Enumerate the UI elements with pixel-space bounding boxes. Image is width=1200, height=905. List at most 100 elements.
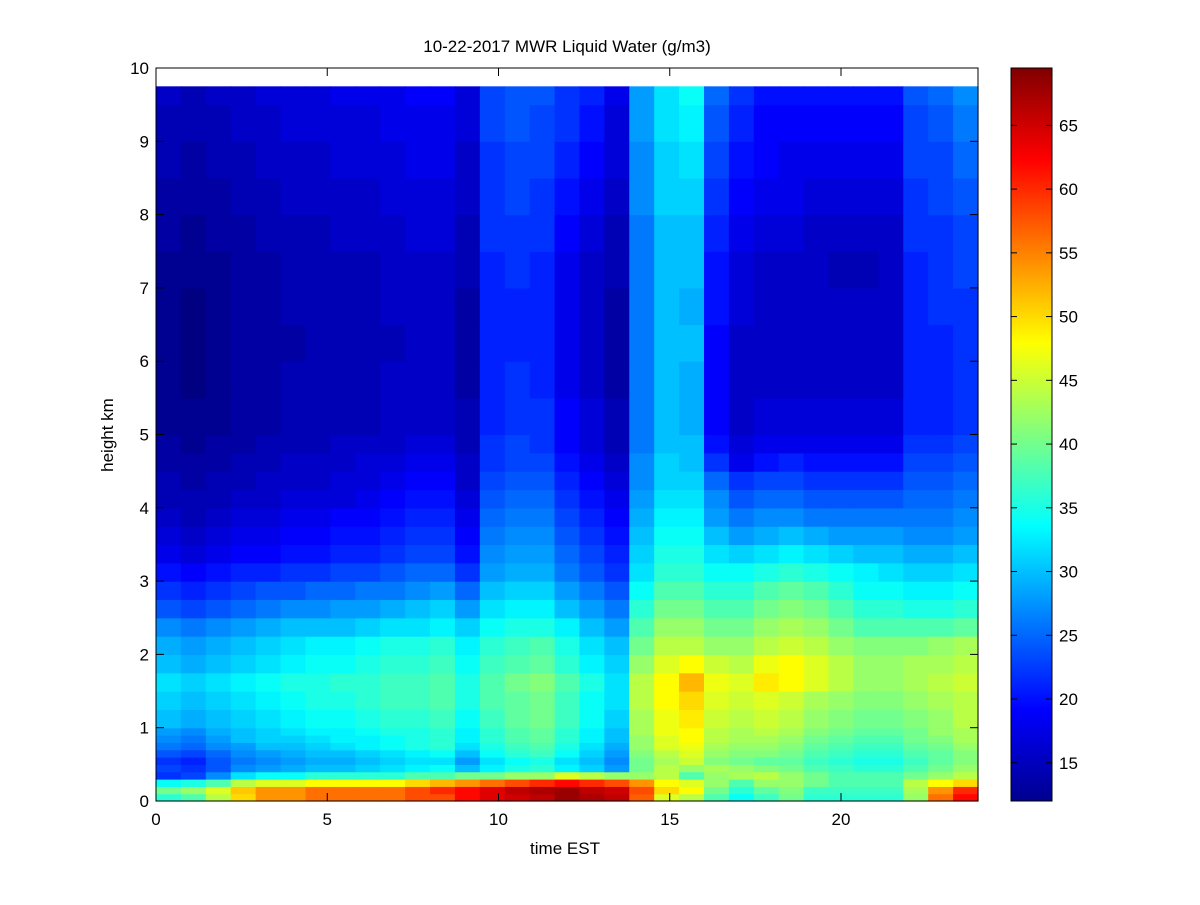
heatmap-cell — [380, 361, 406, 399]
heatmap-cell — [255, 141, 282, 179]
heatmap-cell — [679, 786, 705, 795]
heatmap-cell — [878, 727, 904, 736]
heatmap-cell — [579, 709, 605, 729]
heatmap-cell — [255, 764, 282, 773]
heatmap-cell — [280, 735, 307, 743]
heatmap-cell — [828, 434, 855, 454]
heatmap-cell — [878, 562, 904, 582]
heatmap-cell — [853, 786, 879, 795]
heatmap-cell — [604, 507, 630, 527]
heatmap-cell — [853, 599, 879, 619]
heatmap-cell — [753, 526, 780, 546]
heatmap-cell — [853, 214, 879, 252]
heatmap-cell — [903, 764, 929, 773]
heatmap-cell — [803, 397, 830, 436]
heatmap-cell — [853, 526, 879, 546]
heatmap-cell — [156, 691, 182, 710]
heatmap-cell — [405, 786, 431, 795]
heatmap-cell — [604, 489, 630, 509]
heatmap-cell — [529, 779, 556, 787]
heatmap-cell — [230, 489, 257, 509]
heatmap-cell — [230, 526, 257, 546]
heatmap-cell — [156, 507, 182, 527]
heatmap-cell — [430, 757, 456, 765]
heatmap-cell — [878, 771, 904, 780]
colorbar — [1010, 67, 1053, 802]
heatmap-cell — [330, 742, 356, 751]
heatmap-cell — [255, 709, 282, 729]
heatmap-cell — [554, 709, 581, 729]
heatmap-cell — [355, 742, 381, 751]
y-tick-label: 1 — [140, 719, 149, 738]
heatmap-cell — [928, 287, 954, 326]
heatmap-cell — [330, 177, 356, 216]
heatmap-cell — [280, 636, 307, 655]
heatmap-cell — [454, 599, 481, 619]
heatmap-cell — [928, 742, 954, 751]
heatmap-cell — [629, 764, 655, 773]
heatmap-cell — [454, 526, 481, 546]
heatmap-cell — [629, 104, 655, 142]
heatmap-cell — [230, 434, 257, 454]
heatmap-cell — [629, 141, 655, 179]
y-tick-label: 6 — [140, 352, 149, 371]
heatmap-cell — [205, 636, 232, 655]
heatmap-cell — [803, 735, 830, 743]
heatmap-cell — [380, 709, 406, 729]
heatmap-cell — [205, 489, 232, 509]
heatmap-cell — [454, 544, 481, 564]
heatmap-cell — [330, 764, 356, 773]
heatmap-cell — [704, 324, 730, 362]
heatmap-cell — [629, 727, 655, 736]
heatmap-cell — [878, 793, 904, 802]
heatmap-cell — [953, 617, 979, 637]
heatmap-cell — [728, 691, 755, 710]
heatmap-cell — [928, 691, 954, 710]
heatmap-cell — [330, 507, 356, 527]
heatmap-cell — [803, 526, 830, 546]
heatmap-cell — [728, 526, 755, 546]
heatmap-cell — [579, 779, 605, 787]
heatmap-cell — [753, 214, 780, 252]
heatmap-cell — [828, 779, 855, 787]
heatmap-cell — [554, 544, 581, 564]
heatmap-cell — [330, 786, 356, 795]
heatmap-cell — [180, 86, 207, 106]
heatmap-cell — [305, 562, 331, 582]
heatmap-cell — [430, 507, 456, 527]
heatmap-cell — [704, 471, 730, 491]
heatmap-cell — [828, 214, 855, 252]
heatmap-cell — [629, 691, 655, 710]
heatmap-cell — [953, 141, 979, 179]
heatmap-cell — [928, 86, 954, 106]
heatmap-cell — [330, 709, 356, 729]
heatmap-cell — [953, 452, 979, 472]
heatmap-cell — [529, 562, 556, 582]
heatmap-cell — [156, 141, 182, 179]
heatmap-cell — [654, 727, 680, 736]
y-tick-label: 10 — [130, 59, 149, 78]
y-tick-label: 8 — [140, 206, 149, 225]
heatmap-cell — [753, 757, 780, 765]
heatmap-cell — [778, 727, 805, 736]
heatmap-cell — [778, 764, 805, 773]
heatmap-cell — [529, 793, 556, 802]
heatmap-cell — [629, 562, 655, 582]
heatmap-cell — [255, 452, 282, 472]
heatmap-cell — [230, 86, 257, 106]
heatmap-cell — [405, 757, 431, 765]
heatmap-cell — [604, 324, 630, 362]
heatmap-cell — [853, 757, 879, 765]
heatmap-cell — [380, 507, 406, 527]
heatmap-cell — [554, 507, 581, 527]
heatmap-cell — [679, 397, 705, 436]
heatmap-cell — [803, 672, 830, 692]
heatmap-cell — [380, 104, 406, 142]
heatmap-cell — [280, 786, 307, 795]
heatmap-cell — [504, 672, 531, 692]
heatmap-cell — [878, 489, 904, 509]
heatmap-cell — [654, 471, 680, 491]
heatmap-cell — [380, 786, 406, 795]
heatmap-cell — [230, 251, 257, 289]
heatmap-cell — [355, 177, 381, 216]
